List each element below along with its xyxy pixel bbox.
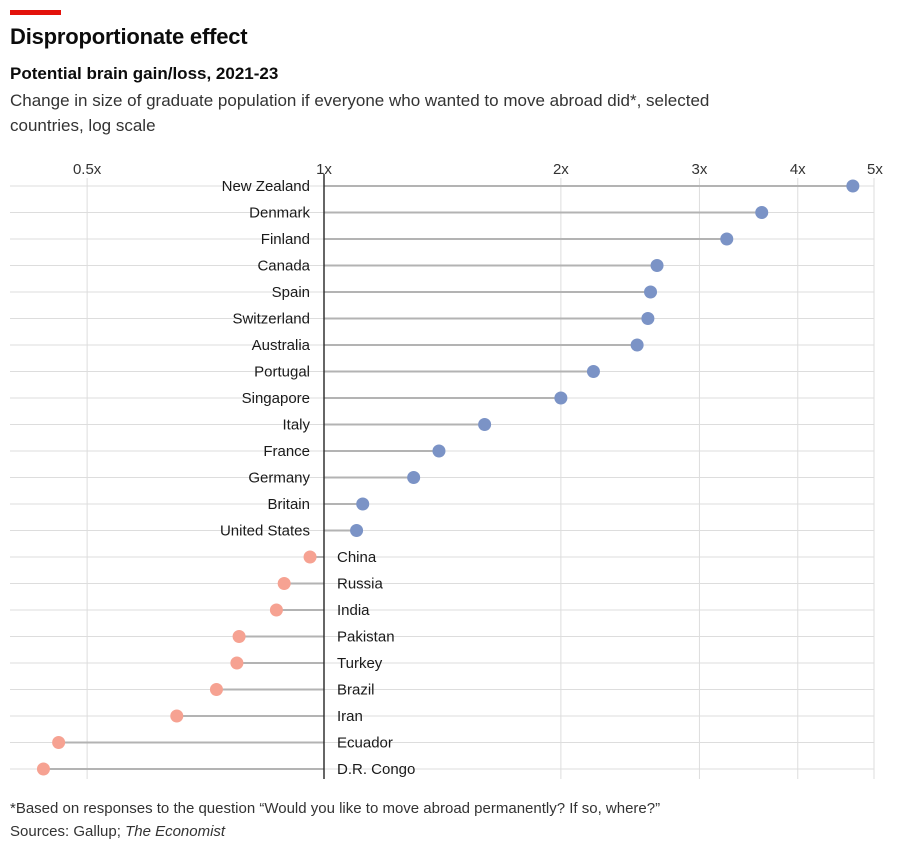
gain-dot <box>586 365 600 378</box>
dot-layer <box>36 179 860 776</box>
gain-dot <box>407 471 421 484</box>
lollipop-chart: 0.5x 1x 2x 3x 4x 5x New Zealand Denmark Finland… <box>10 161 883 779</box>
loss-dot <box>170 709 184 723</box>
gain-dot <box>554 391 568 405</box>
x-tick-label: 4x <box>790 161 806 178</box>
loss-dot <box>232 630 246 643</box>
country-label: Switzerland <box>232 311 310 328</box>
chart-subtitle: Potential brain gain/loss, 2021-23 <box>10 64 279 83</box>
accent-bar <box>10 10 61 15</box>
grid-layer <box>10 178 875 779</box>
sources: Sources: Gallup; The Economist <box>10 823 225 840</box>
x-tick-label: 3x <box>692 161 708 178</box>
chart-title: Disproportionate effect <box>10 24 248 49</box>
gain-dot <box>350 524 364 537</box>
stem-layer <box>43 185 853 770</box>
sources-prefix: Sources: Gallup; <box>10 823 126 840</box>
tick-label-layer: 0.5x 1x 2x 3x 4x 5x <box>73 161 883 178</box>
country-label: India <box>337 602 370 619</box>
loss-dot <box>277 577 291 590</box>
country-label: Germany <box>248 470 310 487</box>
country-label: Finland <box>261 231 310 248</box>
country-label: Australia <box>252 337 311 354</box>
footnote: *Based on responses to the question “Wou… <box>10 800 661 817</box>
sources-publication: The Economist <box>125 823 226 840</box>
loss-dot <box>303 550 317 564</box>
country-label: Spain <box>272 284 310 301</box>
country-label: Singapore <box>242 390 310 407</box>
loss-dot <box>230 656 244 670</box>
gain-dot <box>630 338 644 352</box>
gain-dot <box>432 444 446 458</box>
gain-dot <box>356 497 370 511</box>
country-label: Russia <box>337 576 384 593</box>
country-label: Turkey <box>337 655 383 672</box>
gain-dot <box>644 285 658 299</box>
country-label: Britain <box>267 496 310 513</box>
country-label: Iran <box>337 708 363 725</box>
x-tick-label: 0.5x <box>73 161 102 178</box>
country-label-layer: New Zealand Denmark Finland Canada Spain Swit… <box>220 178 415 778</box>
gain-dot <box>641 312 655 325</box>
chart-description: Change in size of graduate population if… <box>10 91 710 135</box>
country-label: Denmark <box>249 205 310 222</box>
country-label: China <box>337 549 377 566</box>
country-label: United States <box>220 523 310 540</box>
loss-dot <box>52 736 66 749</box>
gain-dot <box>650 259 664 272</box>
country-label: New Zealand <box>222 178 310 195</box>
loss-dot <box>209 683 223 696</box>
x-tick-label: 2x <box>553 161 569 178</box>
x-tick-label: 5x <box>867 161 883 178</box>
country-label: Brazil <box>337 682 375 699</box>
gain-dot <box>478 418 492 431</box>
loss-dot <box>269 603 283 617</box>
loss-dot <box>36 762 50 776</box>
country-label: Pakistan <box>337 629 395 646</box>
gain-dot <box>720 232 734 246</box>
country-label: D.R. Congo <box>337 761 415 778</box>
country-label: Canada <box>257 258 310 275</box>
country-label: France <box>263 443 310 460</box>
country-label: Ecuador <box>337 735 393 752</box>
country-label: Portugal <box>254 364 310 381</box>
x-tick-label: 1x <box>316 161 332 178</box>
gain-dot <box>846 179 860 193</box>
gain-dot <box>755 206 769 219</box>
country-label: Italy <box>282 417 310 434</box>
